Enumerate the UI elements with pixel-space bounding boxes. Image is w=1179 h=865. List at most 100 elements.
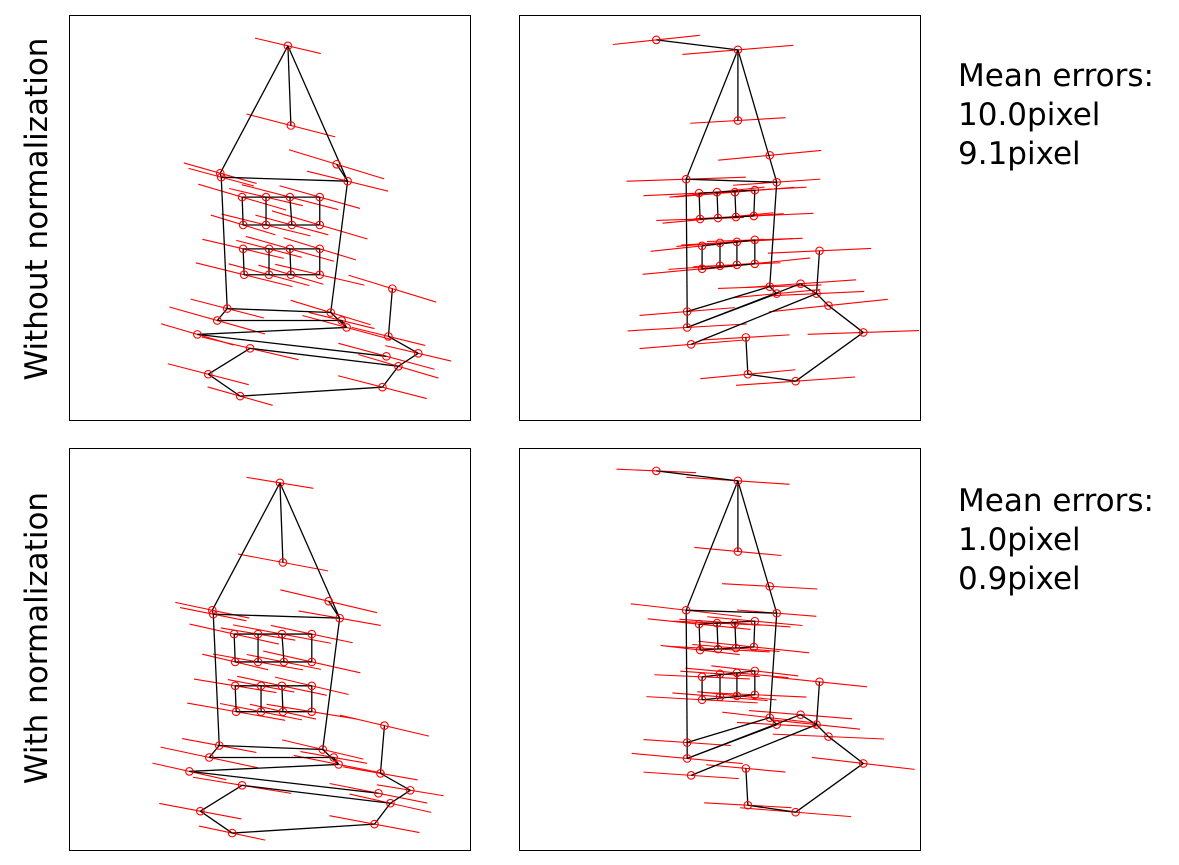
feature-point — [772, 177, 782, 187]
feature-point — [824, 301, 833, 310]
errors-bottom-line1: 1.0pixel — [958, 522, 1081, 558]
feature-point — [715, 692, 725, 702]
feature-point — [332, 159, 341, 169]
wireframe-edge — [699, 620, 755, 625]
feature-point — [307, 657, 317, 667]
wireframe-edge — [227, 307, 331, 314]
wireframe-edge — [745, 768, 749, 806]
feature-point — [238, 220, 248, 230]
wireframe-edge — [690, 724, 817, 776]
wireframe-edge — [685, 179, 688, 312]
feature-point — [315, 220, 325, 230]
wireframe-edge — [279, 482, 284, 563]
wireframe-edge — [700, 215, 754, 220]
feature-point — [712, 187, 722, 197]
errors-bottom-line2: 0.9pixel — [958, 561, 1081, 597]
wireframe-edge — [690, 293, 817, 345]
epipolar-line — [339, 714, 430, 737]
wireframe-edge — [287, 45, 292, 126]
wireframe-edge — [686, 609, 777, 614]
feature-point — [286, 270, 296, 280]
feature-point — [326, 308, 336, 317]
feature-point — [812, 720, 821, 729]
wireframe-edge — [233, 634, 236, 662]
epipolar-line — [740, 807, 852, 818]
feature-point — [772, 720, 782, 729]
feature-point — [715, 238, 725, 248]
feature-point — [731, 643, 741, 653]
feature-point — [791, 807, 800, 817]
feature-point — [713, 213, 723, 223]
wireframe-edge — [815, 681, 821, 725]
epipolar-line — [280, 589, 378, 614]
feature-point — [715, 669, 725, 679]
feature-point — [287, 220, 297, 230]
feature-point — [733, 547, 743, 556]
feature-point — [315, 270, 325, 280]
wireframe-edge — [211, 482, 281, 611]
errors-bottom: Mean errors: 1.0pixel 0.9pixel — [958, 482, 1154, 599]
wireframe-edge — [330, 181, 349, 313]
wireframe-edge — [737, 49, 778, 183]
wireframe-edge — [800, 283, 817, 295]
epipolar-line — [707, 616, 803, 627]
feature-point — [231, 707, 241, 717]
feature-point — [278, 707, 288, 717]
feature-point — [382, 351, 391, 361]
feature-point — [342, 323, 351, 332]
wireframe-edge — [388, 335, 419, 354]
epipolar-line — [706, 764, 786, 773]
feature-point — [765, 581, 775, 591]
feature-point — [730, 187, 740, 197]
feature-point — [695, 214, 705, 224]
feature-point — [796, 279, 805, 289]
wireframe-edge — [199, 810, 233, 834]
feature-point — [376, 769, 385, 778]
feature-point — [212, 316, 222, 325]
wireframe-edge — [379, 725, 386, 774]
wireframe-edge — [241, 197, 244, 225]
feature-point — [681, 605, 691, 615]
wireframe-edge — [685, 49, 739, 180]
epipolar-line — [654, 674, 750, 680]
wireframe-edge — [685, 480, 739, 611]
feature-point — [824, 732, 833, 741]
wireframe-edge — [219, 744, 323, 751]
errors-top: Mean errors: 10.0pixel 9.1pixel — [958, 57, 1154, 174]
wireframe-edge — [216, 308, 228, 321]
wireframe-edge — [828, 736, 864, 764]
epipolar-line — [718, 149, 822, 161]
feature-point — [694, 619, 704, 629]
feature-point — [686, 340, 696, 349]
feature-point — [413, 348, 423, 358]
wireframe-edge — [221, 176, 348, 182]
wireframe-edge — [769, 717, 778, 726]
wireframe-edge — [800, 714, 817, 726]
wireframe-edge — [816, 724, 829, 738]
feature-point — [765, 150, 775, 160]
feature-point — [682, 754, 692, 763]
feature-point — [307, 629, 317, 639]
panel-bottom-left-plot — [152, 476, 444, 841]
feature-point — [256, 681, 266, 691]
feature-point — [741, 764, 751, 773]
feature-point — [697, 695, 707, 705]
wireframe-edge — [747, 373, 796, 382]
feature-point — [253, 629, 263, 639]
wireframe-edge — [747, 804, 796, 813]
feature-point — [185, 767, 194, 776]
feature-point — [278, 558, 288, 567]
feature-point — [238, 244, 248, 254]
feature-point — [750, 235, 760, 245]
feature-point — [343, 176, 352, 186]
feature-point — [237, 780, 247, 790]
wireframe-edge — [219, 45, 289, 174]
feature-point — [329, 753, 339, 762]
panel-top-left — [69, 15, 471, 421]
wireframe-edge — [702, 263, 755, 270]
feature-point — [230, 681, 240, 691]
feature-point — [791, 376, 800, 386]
feature-point — [772, 289, 782, 298]
panel-bottom-right-plot — [616, 466, 915, 818]
feature-point — [335, 613, 344, 623]
